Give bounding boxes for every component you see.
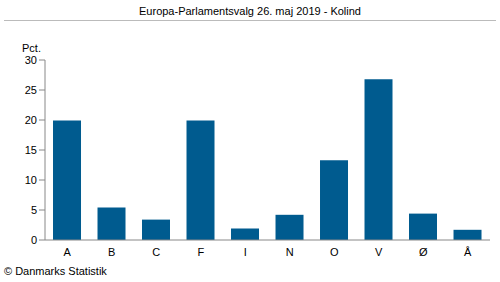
- svg-text:25: 25: [25, 84, 37, 96]
- svg-text:Å: Å: [464, 246, 472, 258]
- svg-text:V: V: [375, 246, 383, 258]
- svg-text:10: 10: [25, 174, 37, 186]
- svg-text:N: N: [286, 246, 294, 258]
- svg-text:O: O: [330, 246, 339, 258]
- svg-text:30: 30: [25, 54, 37, 66]
- html-text:Pct.: Pct.: [22, 42, 41, 54]
- svg-text:I: I: [244, 246, 247, 258]
- svg-text:20: 20: [25, 114, 37, 126]
- svg-text:Ø: Ø: [419, 246, 428, 258]
- svg-text:B: B: [108, 246, 115, 258]
- svg-text:15: 15: [25, 144, 37, 156]
- svg-text:5: 5: [31, 204, 37, 216]
- svg-text:F: F: [197, 246, 204, 258]
- svg-text:A: A: [64, 246, 72, 258]
- html-text:© Danmarks Statistik: © Danmarks Statistik: [4, 265, 107, 277]
- svg-text:0: 0: [31, 234, 37, 246]
- svg-text:C: C: [152, 246, 160, 258]
- html-text:Europa-Parlamentsvalg 26. maj: Europa-Parlamentsvalg 26. maj 2019 - Kol…: [139, 5, 361, 17]
